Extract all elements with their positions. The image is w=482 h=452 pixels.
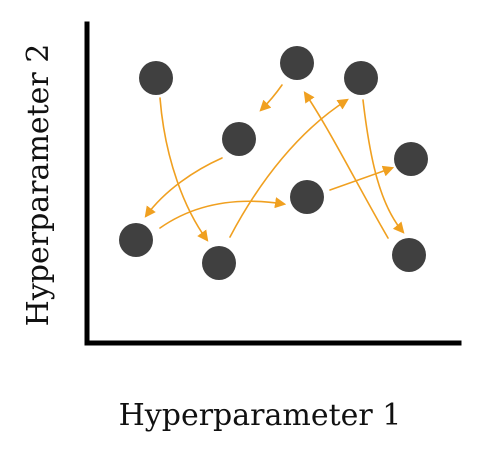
arrow-n2-to-n4 xyxy=(259,84,283,112)
y-axis-label: Hyperparameter 2 xyxy=(21,44,56,327)
node-n3 xyxy=(344,61,378,95)
node-layer xyxy=(119,46,428,280)
arrow-n3-to-n9 xyxy=(362,99,405,234)
node-n5 xyxy=(394,142,428,176)
node-n4 xyxy=(222,122,256,156)
arrow-n1-to-n8 xyxy=(159,97,209,242)
arrow-layer xyxy=(144,84,405,242)
arrow-n4-to-n7 xyxy=(144,157,223,218)
node-n9 xyxy=(392,238,426,272)
arrow-n6-to-n5 xyxy=(329,165,395,191)
x-axis-label: Hyperparameter 1 xyxy=(119,398,402,433)
arrow-n7-to-n6 xyxy=(159,197,287,229)
arrow-n8-to-n3 xyxy=(229,98,349,238)
node-n1 xyxy=(139,61,173,95)
node-n2 xyxy=(280,46,314,80)
node-n8 xyxy=(202,246,236,280)
node-n7 xyxy=(119,223,153,257)
arrow-n9-to-n2 xyxy=(303,91,389,239)
node-n6 xyxy=(290,180,324,214)
